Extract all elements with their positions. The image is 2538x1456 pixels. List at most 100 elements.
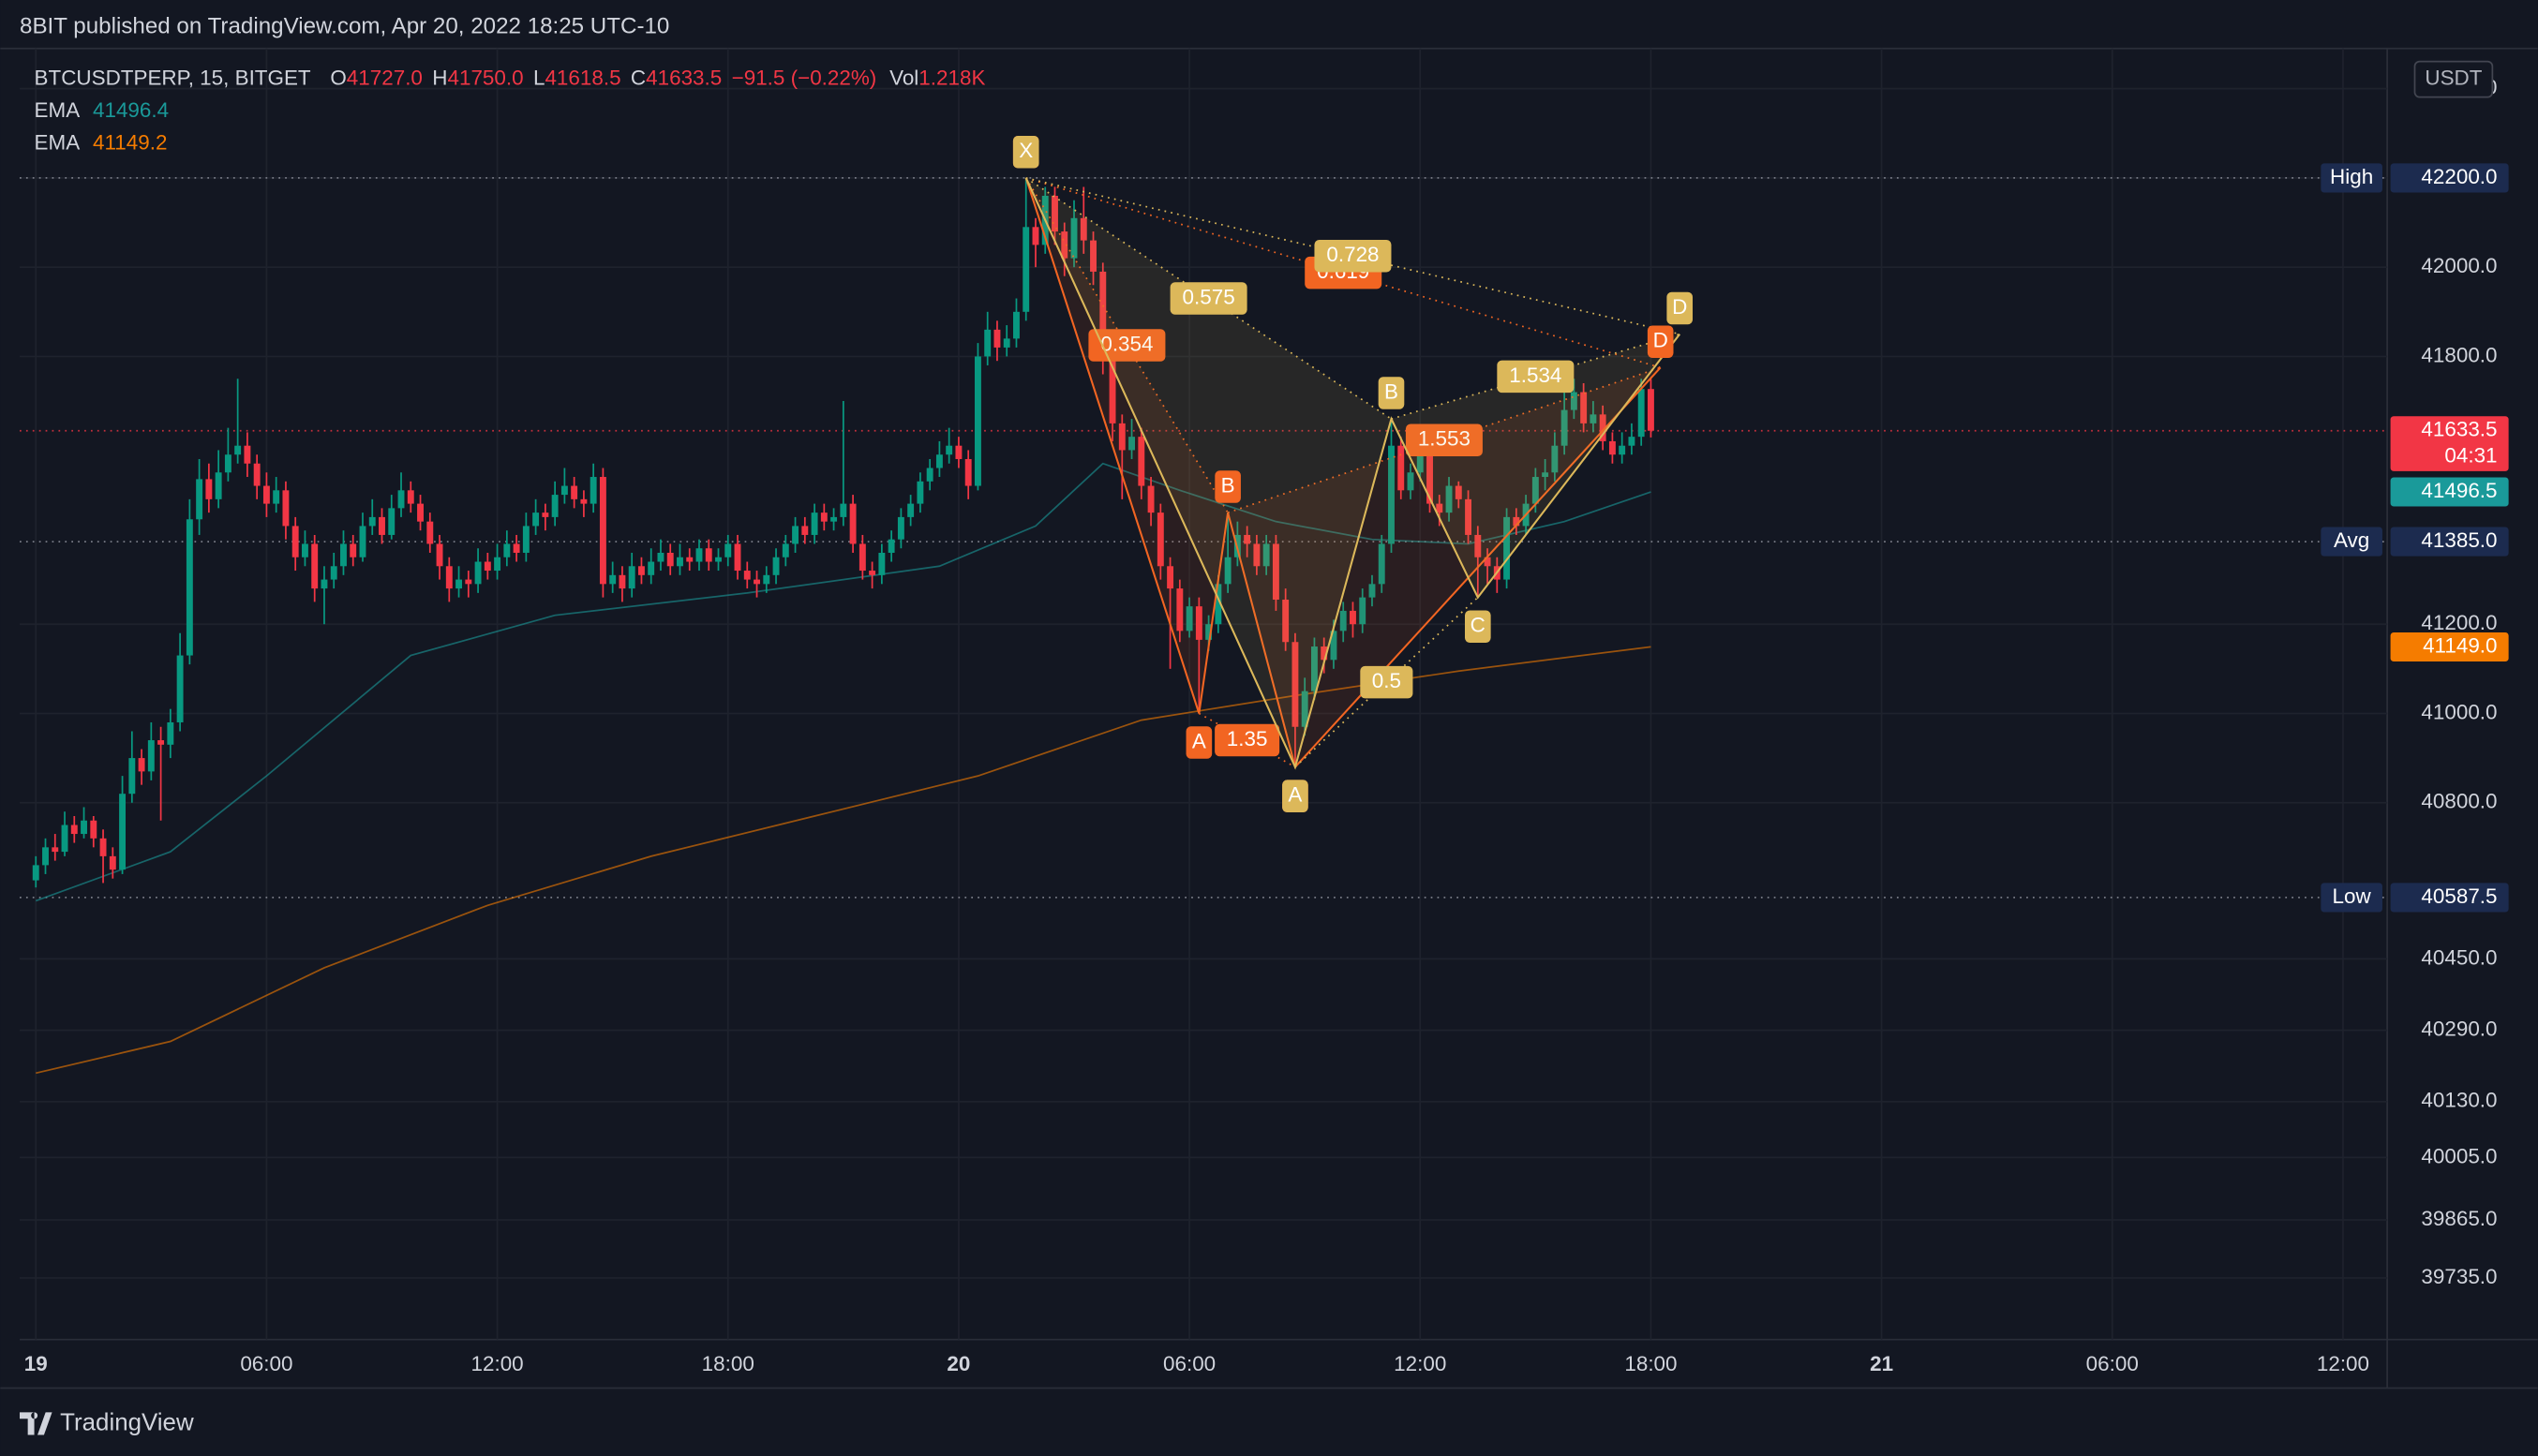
candle-body [1570, 392, 1577, 410]
point-box [1215, 470, 1241, 503]
level-badge [2390, 163, 2509, 193]
candle-body [888, 539, 895, 553]
candle-body [551, 495, 559, 517]
candle-body [935, 454, 943, 468]
candle-body [1032, 227, 1039, 245]
price-countdown: 04:31 [2444, 443, 2497, 467]
candle-body [1147, 485, 1155, 513]
candle-body [590, 477, 597, 504]
candle-body [474, 561, 482, 585]
price-badge-value: 41633.5 [2421, 418, 2497, 441]
candle-body [946, 445, 953, 455]
candle-body [368, 516, 376, 527]
candle-body [1061, 231, 1068, 259]
candle-body [1195, 606, 1202, 640]
candle-body [1176, 588, 1184, 631]
candle-body [705, 548, 712, 562]
candle-body [138, 758, 145, 772]
candle-body [273, 490, 280, 504]
candle-body [560, 485, 568, 496]
candle-body [215, 472, 222, 499]
y-tick-label: 40290.0 [2421, 1018, 2497, 1041]
x-tick-label: 06:00 [2086, 1352, 2139, 1375]
candle-body [1090, 240, 1097, 272]
price-axis: 42400.042200.042000.041800.041200.041000… [2321, 76, 2509, 1288]
candle-body [1109, 356, 1116, 423]
candle-body [1407, 472, 1414, 491]
x-tick-label: 18:00 [1624, 1352, 1677, 1375]
candle-body [1560, 409, 1568, 446]
candle-body [1282, 600, 1290, 643]
x-tick-label: 20 [947, 1352, 970, 1375]
candle-body [984, 329, 992, 357]
candle-body [1023, 227, 1030, 312]
point-box [1666, 291, 1694, 325]
candle-body [1186, 606, 1193, 631]
candle-body [176, 655, 184, 722]
change: −91.5 (−0.22%) [732, 67, 877, 90]
candle-body [52, 847, 59, 853]
candle-body [830, 516, 838, 522]
candle-body [724, 543, 732, 557]
pattern-ratio-line [1294, 596, 1479, 768]
candle-body [1531, 477, 1539, 504]
level-name: Low [2333, 884, 2372, 908]
header: 8BIT published on TradingView.com, Apr 2… [20, 14, 669, 39]
x-tick-label: 12:00 [471, 1352, 524, 1375]
candle-body [734, 543, 741, 572]
ohlc-value: 41633.5 [646, 67, 722, 90]
candle-body [484, 561, 491, 572]
candle-body [1455, 485, 1462, 499]
candle-body [754, 579, 760, 585]
ohlc-value: 41750.0 [448, 67, 524, 90]
candle-body [820, 513, 828, 522]
candle-body [167, 721, 174, 745]
candle-body [897, 516, 904, 540]
candle-body [763, 574, 770, 585]
candle-body [1551, 445, 1559, 473]
ema-badge [2390, 477, 2509, 507]
candle-body [637, 566, 645, 575]
candle-body [657, 552, 664, 562]
candle-body [1205, 624, 1213, 640]
candle-body [42, 847, 49, 866]
y-tick-label: 41800.0 [2421, 343, 2497, 366]
brand-name: TradingView [60, 1409, 194, 1435]
point-box [1464, 610, 1491, 643]
candle-body [772, 557, 780, 575]
y-tick-label: 42000.0 [2421, 254, 2497, 277]
candle-body [1503, 516, 1511, 580]
candle-body [1397, 445, 1405, 491]
candle-body [599, 477, 606, 585]
candle-body [619, 574, 626, 589]
plot: 0.3540.6191.351.5530.5750.7280.51.534XAB… [20, 136, 2388, 1075]
ohlc-key: L [533, 67, 545, 90]
ratio-label: 0.575 [1183, 285, 1235, 308]
y-tick-label: 41000.0 [2421, 700, 2497, 723]
ratio-label: 0.5 [1372, 669, 1401, 692]
candle-body [1118, 423, 1126, 451]
candle-body [388, 508, 396, 535]
candle-body [1619, 445, 1626, 455]
ratio-box [1314, 240, 1392, 273]
candle-body [522, 526, 530, 553]
candle-body [1070, 217, 1078, 259]
candle-body [1167, 566, 1174, 589]
x-tick-label: 06:00 [240, 1352, 292, 1375]
point-box [1647, 325, 1674, 358]
level-name: Avg [2334, 528, 2369, 552]
candle-body [397, 490, 405, 509]
candle-body [379, 516, 385, 535]
candle-body [1291, 642, 1299, 727]
candle-body [1253, 543, 1261, 567]
level-name-box [2321, 163, 2382, 193]
candle-body [811, 513, 818, 535]
ratio-box [1497, 360, 1575, 394]
ema-badge-value: 41496.5 [2421, 479, 2497, 502]
candle-body [1262, 543, 1270, 567]
candle-body [955, 445, 963, 459]
candle-body [1426, 437, 1433, 504]
symbol-legend: BTCUSDTPERP, 15, BITGET O41727.0 H41750.0 L… [35, 67, 986, 90]
point-label: X [1019, 139, 1033, 162]
candle-body [1138, 437, 1145, 486]
